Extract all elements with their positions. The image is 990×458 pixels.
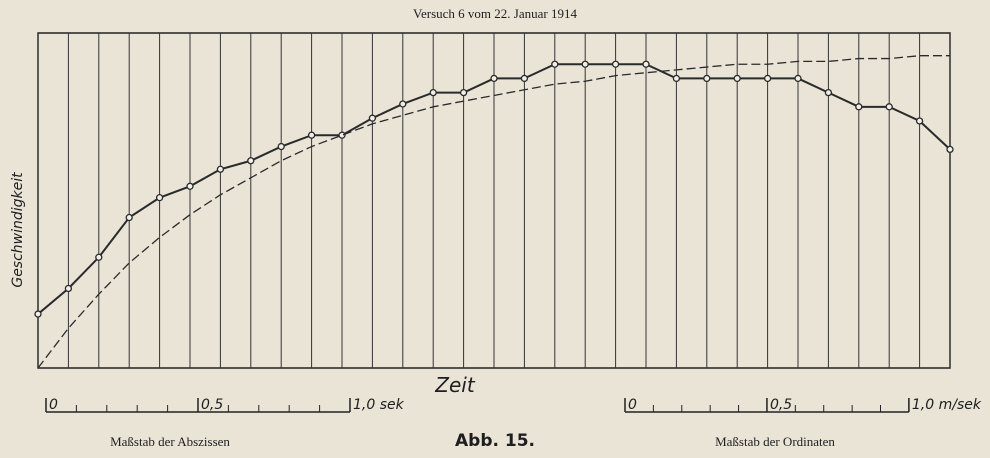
data-point [946, 145, 954, 154]
data-point [672, 74, 681, 83]
data-point [642, 60, 650, 68]
data-point [125, 213, 133, 222]
data-point [307, 131, 316, 139]
data-point [216, 165, 225, 173]
data-point [186, 182, 194, 190]
data-point [885, 103, 893, 111]
data-point [368, 114, 377, 122]
data-point [429, 88, 437, 97]
data-point [611, 60, 620, 68]
data-point [824, 88, 833, 97]
data-point [520, 74, 529, 83]
data-point [399, 100, 407, 108]
data-point [95, 253, 103, 261]
data-point [794, 74, 802, 83]
ordinate-scale-label: Maßstab der Ordinaten [715, 434, 835, 449]
data-point [703, 74, 711, 83]
data-point [459, 88, 468, 97]
scale-tick-label: 0 [628, 397, 637, 413]
abscissa-scale-label: Maßstab der Abszissen [110, 434, 230, 449]
data-point [490, 74, 498, 83]
x-axis-label: Zeit [434, 373, 476, 397]
chart-title: Versuch 6 vom 22. Januar 1914 [413, 6, 577, 21]
scale-tick-label: 0 [49, 397, 58, 413]
scale-tick-label: 1,0 sek [353, 397, 405, 413]
data-point [733, 74, 741, 83]
data-point [155, 194, 164, 202]
scale-tick-label: 0,5 [201, 397, 223, 413]
caption: Abb. 15. [455, 431, 535, 451]
data-point [855, 103, 863, 111]
y-axis-label: Geschwindigkeit [10, 172, 26, 288]
data-point [915, 117, 924, 125]
data-point [34, 310, 42, 318]
data-point [763, 74, 772, 83]
data-point [64, 284, 73, 293]
data-point [277, 142, 285, 151]
dashed-curve [37, 55, 950, 369]
data-point [338, 131, 346, 139]
scale-tick-label: 0,5 [770, 397, 792, 413]
data-point [581, 60, 589, 68]
data-point [551, 60, 559, 68]
data-point [247, 157, 255, 165]
scale-tick-label: 1,0 m/sek [912, 397, 982, 413]
